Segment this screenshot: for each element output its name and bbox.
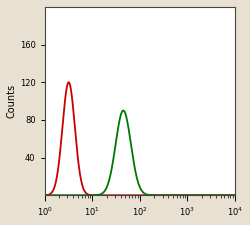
Y-axis label: Counts: Counts bbox=[7, 84, 17, 118]
